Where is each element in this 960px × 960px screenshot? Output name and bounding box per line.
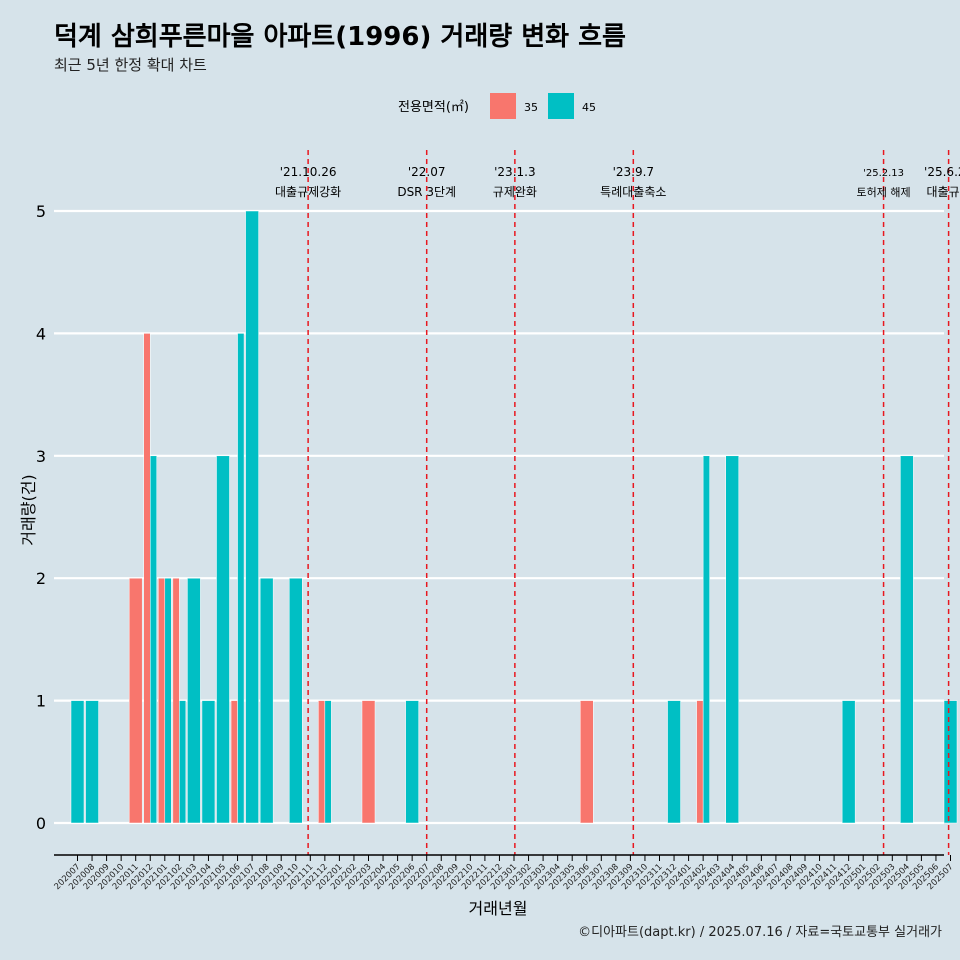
bar-45 xyxy=(289,577,303,824)
bar-45 xyxy=(702,455,710,824)
bar-35 xyxy=(128,577,143,824)
bar-45 xyxy=(201,700,216,824)
y-axis: 0 1 2 3 4 5 xyxy=(36,202,46,833)
y-tick-label: 5 xyxy=(36,202,46,221)
y-tick-label: 1 xyxy=(36,692,46,711)
bar-45 xyxy=(900,455,914,824)
bar-45 xyxy=(725,455,739,824)
event-label: DSR 3단계 xyxy=(397,185,456,199)
legend-swatch-35 xyxy=(490,93,516,119)
bar-35 xyxy=(318,700,326,824)
bar-45 xyxy=(179,700,187,824)
legend-swatch-45 xyxy=(548,93,574,119)
bar-45 xyxy=(245,210,259,824)
bar-45 xyxy=(150,455,157,824)
source-caption: ©디아파트(dapt.kr) / 2025.07.16 / 자료=국토교통부 실… xyxy=(578,925,942,940)
event-date: '21.10.26 xyxy=(280,165,337,179)
bar-45 xyxy=(164,577,172,824)
event-label: 규제완화 xyxy=(493,185,537,199)
bar-35 xyxy=(696,700,704,824)
event-label: 대출규제 xyxy=(927,185,960,199)
event-lines: '21.10.26 대출규제강화 '22.07 DSR 3단계 '23.1.3 규제완화 '… xyxy=(275,150,960,855)
chart-title: 덕계 삼희푸른마을 아파트(1996) 거래량 변화 흐름 xyxy=(54,22,626,52)
bar-45 xyxy=(841,700,856,824)
y-axis-label: 거래량(건) xyxy=(19,474,38,545)
legend: 전용면적(㎡) 35 45 xyxy=(398,93,596,119)
bar-45 xyxy=(943,700,958,824)
bar-45 xyxy=(667,700,681,824)
event-label: 토허제 해제 xyxy=(857,185,911,199)
x-axis-label: 거래년월 xyxy=(469,899,528,918)
bar-35 xyxy=(158,577,166,824)
bar-45 xyxy=(216,455,230,824)
legend-label-45: 45 xyxy=(582,101,596,114)
event-date: '25.2.13 xyxy=(863,168,904,179)
y-tick-label: 2 xyxy=(36,569,46,588)
bar-35 xyxy=(361,700,376,824)
y-tick-label: 3 xyxy=(36,447,46,466)
gridlines xyxy=(54,209,944,825)
y-tick-label: 0 xyxy=(36,814,46,833)
event-date: '25.6.27 xyxy=(924,165,960,179)
bar-45 xyxy=(259,577,274,824)
bar-35 xyxy=(580,700,594,824)
x-axis: 2020072020082020092020102020112020122021… xyxy=(53,854,956,892)
chart-subtitle: 최근 5년 한정 확대 차트 xyxy=(54,56,207,74)
bar-45 xyxy=(70,700,85,824)
event-date: '23.9.7 xyxy=(613,165,654,179)
y-tick-label: 4 xyxy=(36,324,46,343)
legend-label-35: 35 xyxy=(524,101,538,114)
event-date: '22.07 xyxy=(408,165,446,179)
event-label: 특례대출축소 xyxy=(600,185,666,199)
bar-35 xyxy=(143,333,151,824)
event-label: 대출규제강화 xyxy=(275,185,341,199)
bars xyxy=(70,210,958,824)
bar-35 xyxy=(172,577,180,824)
bar-35 xyxy=(230,700,238,824)
bar-45 xyxy=(85,700,99,824)
bar-45 xyxy=(237,333,245,824)
bar-45 xyxy=(405,700,419,824)
event-date: '23.1.3 xyxy=(494,165,535,179)
bar-45 xyxy=(187,577,201,824)
legend-title: 전용면적(㎡) xyxy=(398,100,469,115)
bar-45 xyxy=(324,700,332,824)
